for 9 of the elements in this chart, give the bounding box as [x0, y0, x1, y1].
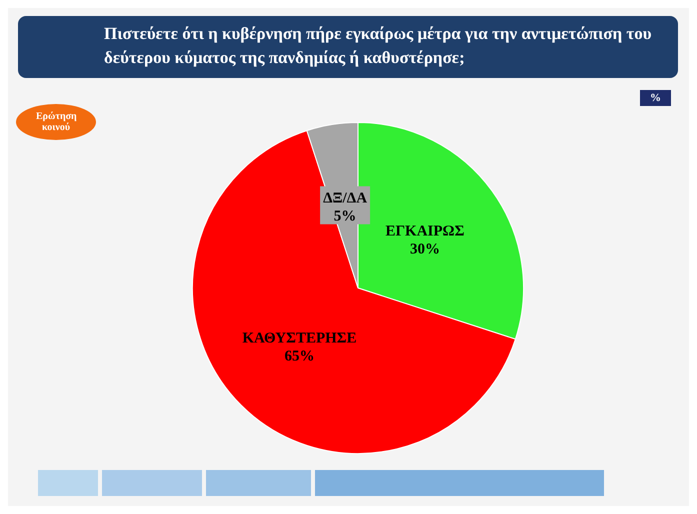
slice-label: ΚΑΘΥΣΤΕΡΗΣΕ	[242, 330, 357, 347]
slice-label: ΔΞ/ΔΑ	[323, 190, 368, 206]
text: %	[640, 90, 671, 106]
data-label: 30%	[410, 241, 440, 258]
data-label: 5%	[334, 208, 356, 224]
chart-title: Πιστεύετε ότι η κυβέρνηση πήρε εγκαίρως μέτρα για την αντιμετώπιση του δεύτερου κύματος της πανδημίας ή καθυστέρησε;	[104, 23, 653, 69]
data-label: 65%	[284, 348, 314, 365]
slice-label: ΕΓΚΑΙΡΩΣ	[386, 223, 465, 240]
text: Ερώτηση κοινού	[36, 111, 77, 133]
